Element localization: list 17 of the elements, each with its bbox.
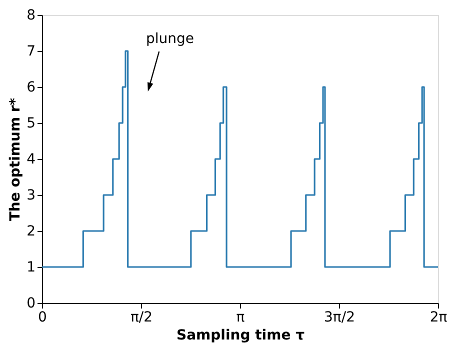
x-tick-label: π/2 — [130, 310, 153, 326]
y-tick-label: 0 — [26, 296, 36, 312]
y-tick-label: 6 — [26, 80, 36, 96]
y-tick-label: 1 — [26, 260, 36, 276]
annotation: plunge — [146, 31, 194, 47]
y-tick-label: 4 — [26, 152, 36, 168]
y-tick-label: 7 — [26, 44, 36, 60]
y-tick-label: 2 — [26, 224, 36, 240]
y-tick-label: 3 — [26, 188, 36, 204]
x-tick-label: π — [236, 310, 246, 326]
y-tick-label: 8 — [26, 8, 36, 24]
x-tick-label: 3π/2 — [324, 310, 355, 326]
x-axis-title: Sampling time τ — [176, 328, 305, 344]
x-tick-label: 0 — [38, 310, 47, 326]
y-axis-title: The optimum r* — [8, 97, 24, 222]
x-tick-label: 2π — [430, 310, 448, 326]
y-tick-label: 5 — [26, 116, 36, 132]
